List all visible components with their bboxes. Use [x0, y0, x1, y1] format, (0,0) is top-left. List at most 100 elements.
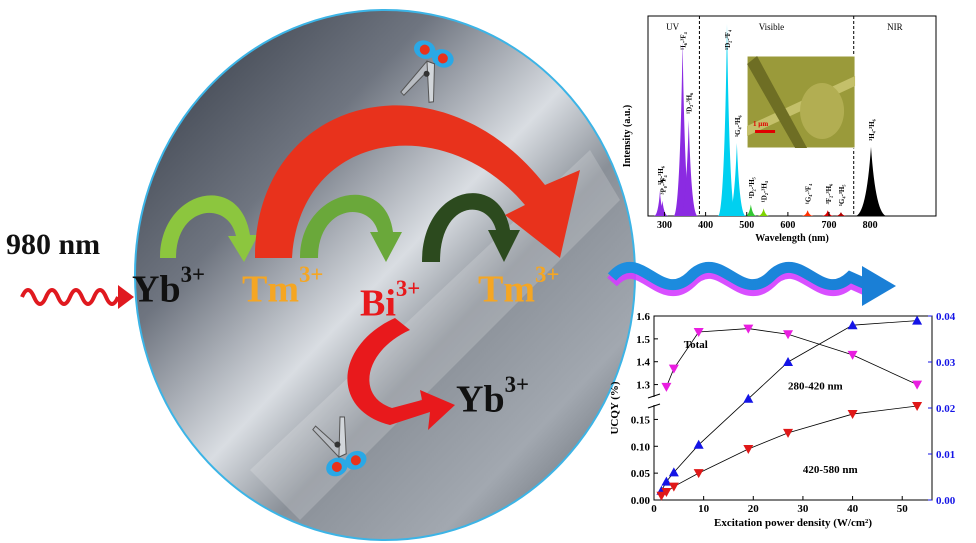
- energy-transfer-arrow-tm-tm: [255, 105, 580, 258]
- peak-label: ¹D₂-³H₄: [761, 180, 769, 202]
- spectrum-frame: [647, 15, 937, 217]
- scissors-icon: [312, 416, 367, 477]
- data-point: [912, 315, 923, 325]
- ucqy-chart: 0 10 20 30 40 50 1.3 1.4 1.5 1.6 0.00 0.05 0.10 0.15 0…: [609, 311, 956, 529]
- y-left-tick-label: 1.5: [636, 334, 650, 346]
- y-left-tick-label: 0.15: [631, 414, 651, 426]
- data-point: [668, 467, 679, 477]
- y-left-tick-label: 1.3: [636, 380, 650, 392]
- energy-transfer-arrow-tm-bi: [300, 194, 402, 262]
- emission-wave-arrow: [607, 261, 896, 306]
- peak-label: ³H₄-³H₆: [868, 119, 876, 141]
- spectrum-peak: [744, 204, 757, 216]
- x-tick-label: 600: [780, 220, 795, 231]
- spectrum-peak: [727, 143, 746, 216]
- region-label: UV: [666, 22, 679, 32]
- x-tick-label: 500: [739, 220, 754, 231]
- y-right-tick-label: 0.03: [936, 357, 956, 369]
- series-label: 280-420 nm: [788, 381, 843, 393]
- scissors-icon: [400, 40, 454, 103]
- sem-particle: [800, 83, 845, 139]
- data-point: [847, 410, 858, 420]
- peak-label: ¹I₆-³H₆: [657, 166, 665, 185]
- data-point: [743, 444, 754, 454]
- axis-break-mark: [647, 403, 661, 409]
- peak-label: ³P₀-³F₄: [659, 174, 667, 194]
- x-tick-label: 400: [698, 220, 713, 231]
- y-left-tick-label: 0.00: [631, 495, 651, 507]
- spectrum-peak: [717, 24, 736, 216]
- data-point: [668, 364, 679, 374]
- data-point: [661, 476, 672, 486]
- series-label: 420-580 nm: [803, 464, 858, 476]
- y-right-tick-label: 0.00: [936, 495, 956, 507]
- y-left-tick-label: 1.4: [636, 357, 650, 369]
- x-tick-label: 700: [822, 220, 837, 231]
- data-point: [693, 469, 704, 479]
- data-point: [656, 491, 667, 501]
- laser-wavelength-label: 980 nm: [6, 228, 101, 261]
- spectrum-peak: [653, 191, 666, 216]
- axis-break-mark: [647, 393, 661, 399]
- x-tick-label: 800: [863, 220, 878, 231]
- excitation-wavy-arrow: [20, 285, 134, 309]
- data-point: [847, 320, 858, 330]
- energy-transfer-arrow-yb-tm: [160, 195, 258, 262]
- energy-transfer-arrow-bi-yb: [347, 318, 455, 430]
- data-point: [783, 330, 794, 340]
- x-tick-label: 300: [657, 220, 672, 231]
- y-right-tick-label: 0.02: [936, 403, 956, 415]
- energy-transfer-arrow-bi-tm: [422, 193, 520, 262]
- x-axis-label: Wavelength (nm): [755, 233, 829, 244]
- series-line: [661, 405, 918, 497]
- ion-tm-right: Tm3+: [478, 262, 560, 311]
- y-left-tick-label: 0.05: [631, 468, 651, 480]
- peak-label: ¹I₆-³F₄: [680, 31, 688, 50]
- series-line: [666, 328, 918, 388]
- data-point: [668, 482, 679, 492]
- nanoparticle-sphere: [134, 9, 636, 541]
- spectrum-peak: [834, 212, 847, 216]
- data-point: [693, 439, 704, 449]
- region-label: NIR: [887, 22, 903, 32]
- data-point: [783, 357, 794, 366]
- y-left-tick-label: 0.10: [631, 441, 651, 453]
- series-label: Total: [684, 339, 708, 351]
- x-tick-label: 30: [797, 503, 809, 515]
- ion-tm-left: Tm3+: [242, 262, 324, 311]
- data-point: [661, 382, 672, 392]
- y-axis-label: Intensity (a.u.): [622, 105, 633, 168]
- x-tick-label: 40: [847, 503, 859, 515]
- axis-break: [648, 397, 660, 405]
- region-label: Visible: [759, 22, 784, 32]
- scale-bar: [755, 130, 776, 133]
- peak-label: ¹G₄-³H₅: [838, 185, 846, 207]
- ion-bi: Bi3+: [360, 276, 421, 325]
- data-point: [693, 328, 704, 337]
- spectrum-peak: [656, 200, 669, 216]
- spectrum-peak: [757, 208, 770, 216]
- peak-label: ¹D₂-³F₄: [724, 29, 732, 50]
- sem-rod: [747, 56, 808, 148]
- x-tick-label: 20: [748, 503, 760, 515]
- spectrum-peak: [801, 210, 814, 216]
- data-point: [912, 402, 923, 411]
- spectrum-peak: [673, 41, 692, 216]
- spectrum-peak: [821, 210, 834, 216]
- data-point: [783, 428, 794, 438]
- spectrum-peak: [679, 120, 698, 216]
- x-tick-label: 10: [698, 503, 710, 515]
- scale-label: 1 µm: [753, 120, 768, 128]
- y-left-tick-label: 1.6: [636, 311, 650, 323]
- data-point: [847, 350, 858, 360]
- peak-label: ¹G₄-³F₄: [805, 183, 813, 204]
- peak-label: ¹D₂-³H₅: [748, 177, 756, 198]
- data-point: [743, 393, 754, 403]
- spectrum-peak: [854, 146, 887, 216]
- data-point: [743, 324, 754, 334]
- peak-label: ³F₂-³H₆: [825, 184, 833, 204]
- ion-yb-left: Yb3+: [132, 262, 205, 311]
- x-axis-label: Excitation power density (W/cm²): [714, 517, 872, 529]
